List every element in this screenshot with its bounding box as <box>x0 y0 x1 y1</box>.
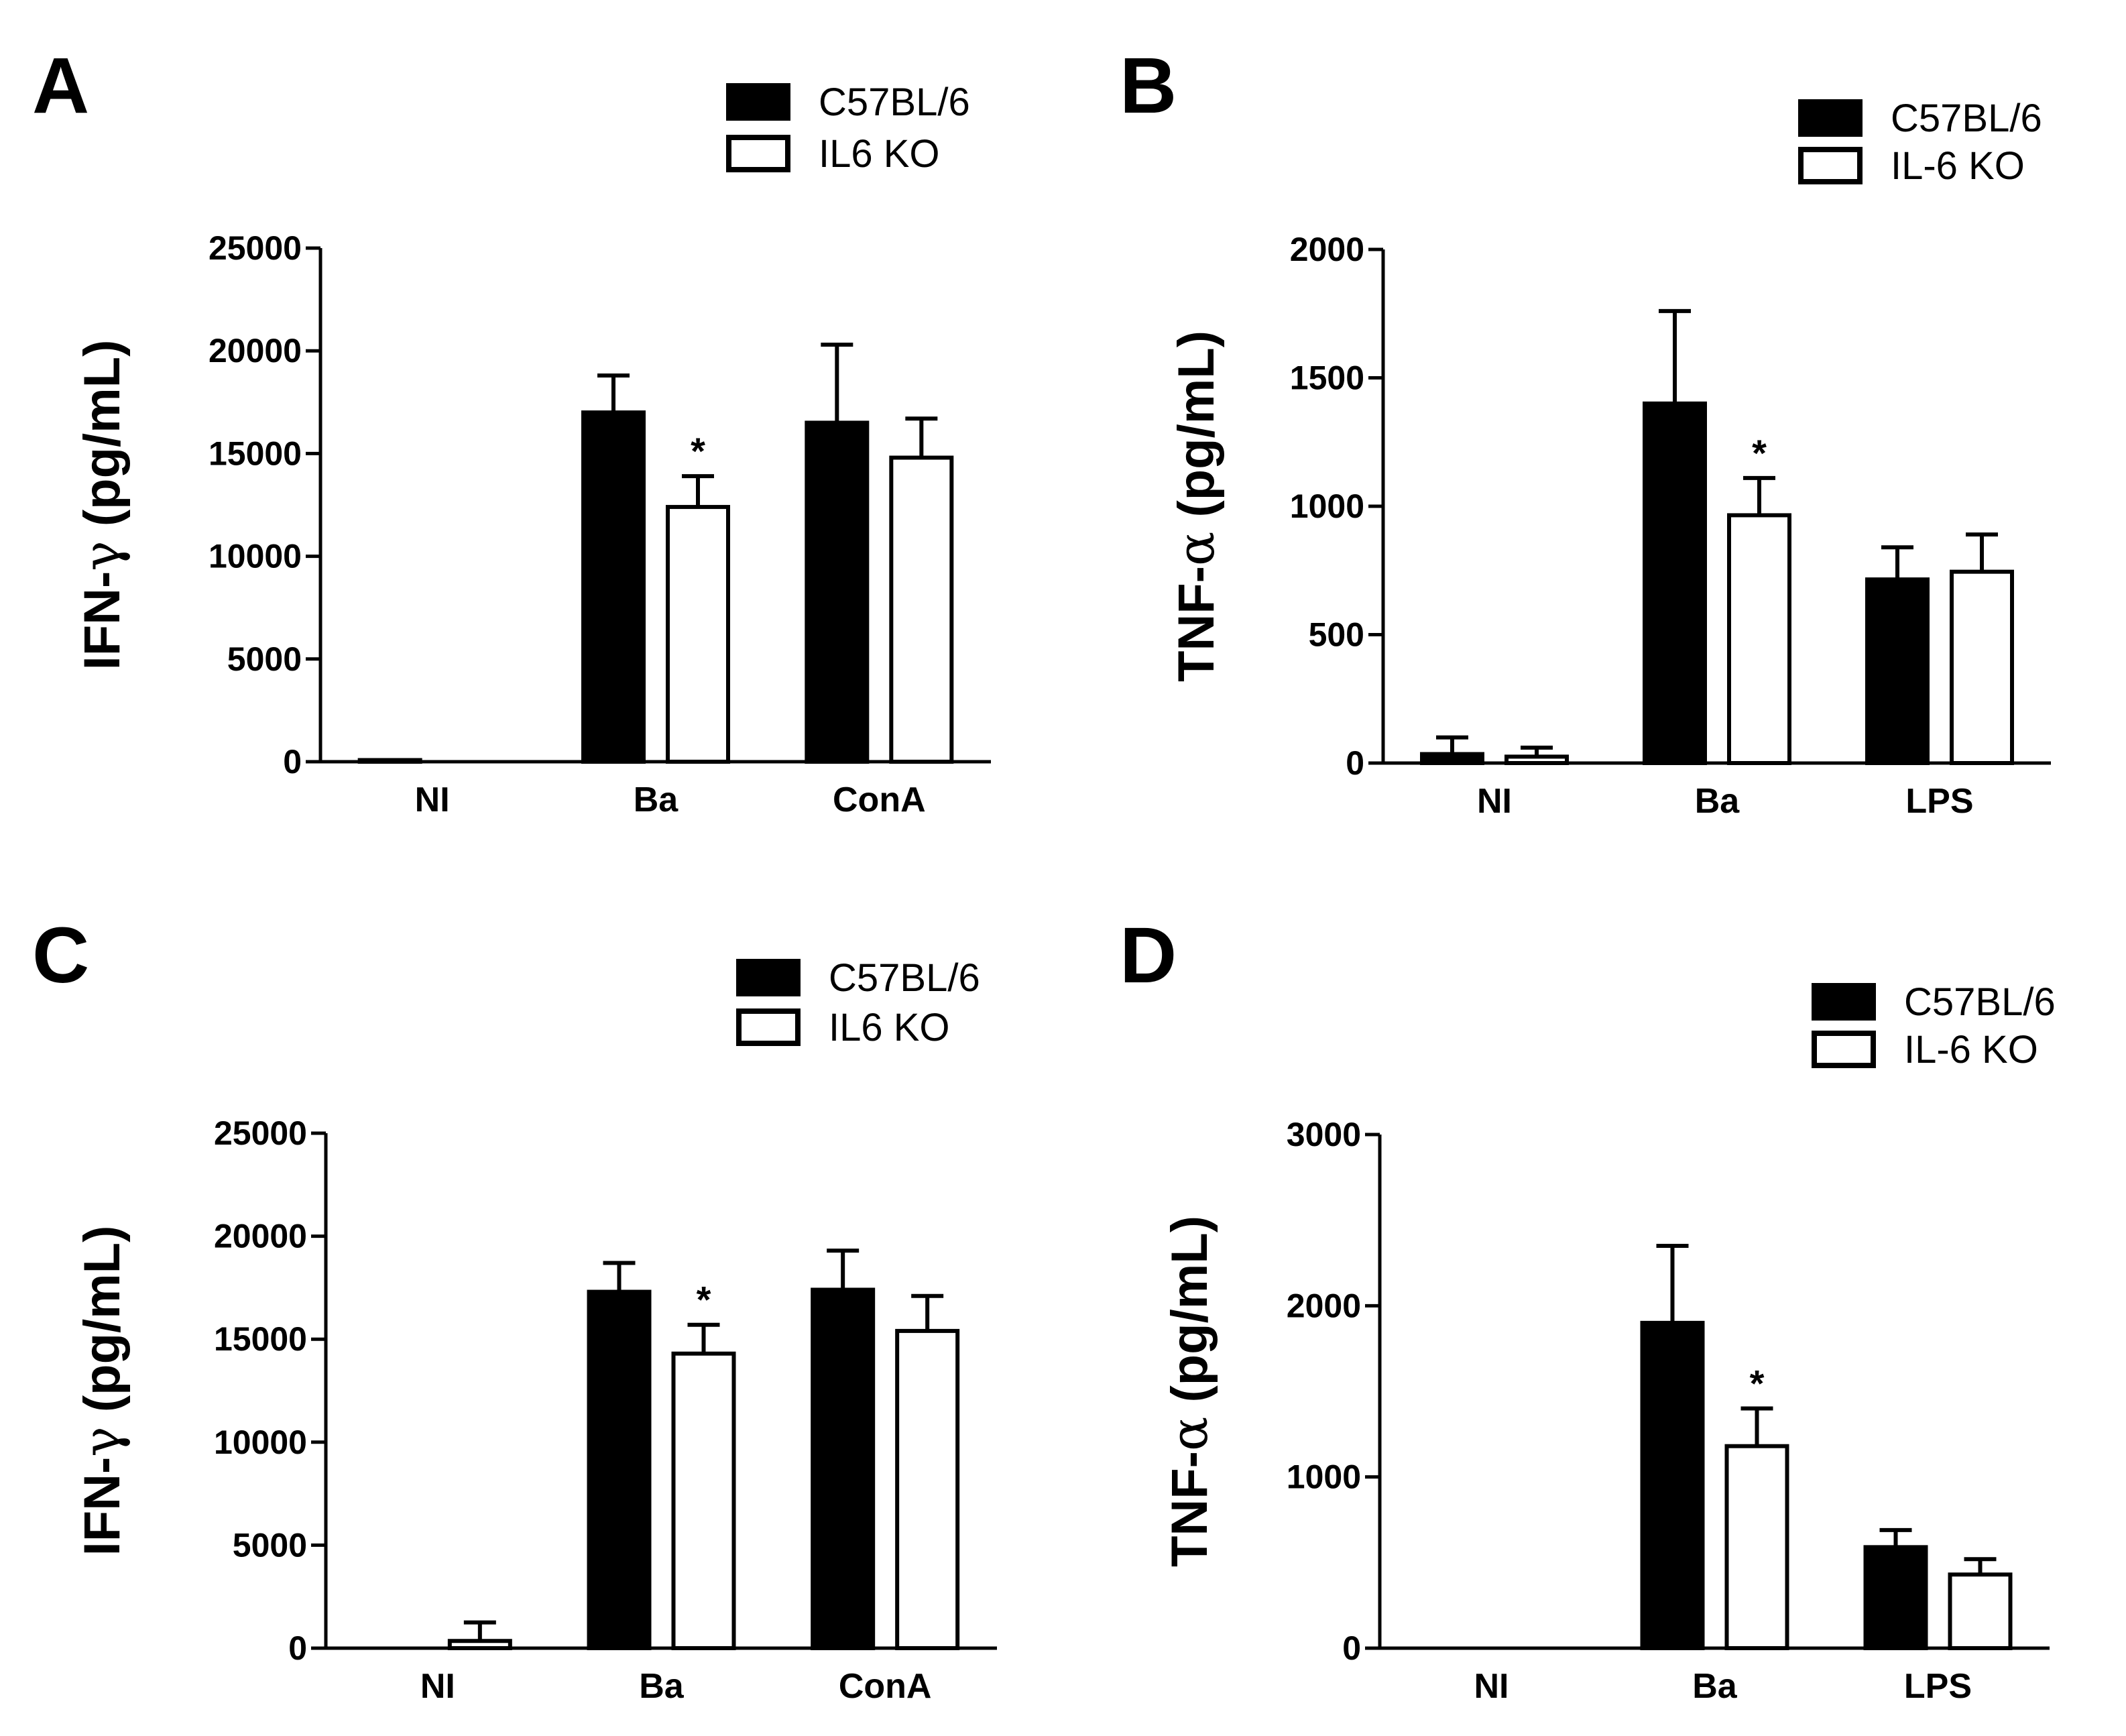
y-tick-label: 2000 <box>1287 1287 1361 1324</box>
y-tick-label: 15000 <box>209 435 302 472</box>
bar-ni-knockout <box>1504 754 1569 766</box>
y-axis-title: IFN-γ (pg/mL) <box>72 1226 131 1556</box>
legend-swatch-wildtype <box>1798 99 1863 137</box>
y-axis-title: TNF-α (pg/mL) <box>1159 1216 1219 1567</box>
bar-lps-knockout <box>1950 569 2014 765</box>
legend-swatch-knockout <box>736 1008 801 1046</box>
y-axis-title-greek: α <box>1159 1417 1219 1451</box>
panel-letter: A <box>32 42 89 130</box>
legend-swatch-wildtype <box>726 83 790 121</box>
y-axis-title-prefix: TNF- <box>1168 566 1225 682</box>
bar-ba-wildtype <box>1640 1320 1705 1651</box>
y-axis-title-suffix: (pg/mL) <box>1161 1216 1218 1417</box>
y-axis-title-prefix: IFN- <box>74 571 131 671</box>
y-tick-label: 0 <box>1342 1629 1361 1667</box>
y-axis-title-prefix: TNF- <box>1161 1451 1218 1567</box>
bar-cona-wildtype <box>805 420 870 764</box>
bar-lps-wildtype <box>1863 1545 1928 1650</box>
y-tick-label: 25000 <box>209 229 302 267</box>
legend-swatch-wildtype <box>1812 983 1876 1021</box>
x-category-label: LPS <box>1904 1667 1972 1706</box>
legend-label: IL-6 KO <box>1891 144 2025 188</box>
x-category-label: LPS <box>1905 782 1973 821</box>
panel-letter: B <box>1120 42 1177 130</box>
y-axis-title: IFN-γ (pg/mL) <box>72 340 131 671</box>
significance-star: * <box>697 1279 711 1321</box>
y-tick-label: 20000 <box>209 332 302 369</box>
bar-ba-knockout <box>671 1351 736 1650</box>
y-tick-label: 10000 <box>214 1424 307 1461</box>
panel-a: A C57BL/6 IL6 KO 0 5000 10000 15000 20000 25000 I… <box>32 42 991 819</box>
y-tick-label: 25000 <box>214 1114 307 1152</box>
x-category-label: Ba <box>1695 782 1740 821</box>
y-axis-title-suffix: (pg/mL) <box>1168 331 1225 532</box>
x-category-label: NI <box>415 780 450 819</box>
y-tick-label: 3000 <box>1287 1116 1361 1153</box>
x-category-label: Ba <box>639 1667 685 1706</box>
legend-label: C57BL/6 <box>829 956 980 1000</box>
y-tick-label: 15000 <box>214 1320 307 1358</box>
y-axis-title-greek: γ <box>72 540 131 571</box>
x-category-label: Ba <box>1692 1667 1738 1706</box>
panel-letter: D <box>1120 911 1177 1000</box>
y-tick-label: 10000 <box>209 538 302 575</box>
bar-cona-wildtype <box>811 1287 876 1651</box>
x-category-label: NI <box>420 1667 455 1706</box>
x-category-label: NI <box>1474 1667 1509 1706</box>
y-axis-title-suffix: (pg/mL) <box>74 340 131 541</box>
bar-cona-knockout <box>889 455 954 764</box>
y-tick-label: 5000 <box>227 640 302 678</box>
bar-lps-wildtype <box>1865 577 1930 766</box>
bar-ba-wildtype <box>1643 401 1707 765</box>
bar-ba-wildtype <box>587 1289 652 1650</box>
legend-swatch-knockout <box>1812 1031 1876 1068</box>
y-tick-label: 0 <box>288 1629 307 1667</box>
y-tick-label: 1000 <box>1290 487 1364 525</box>
legend-label: IL6 KO <box>819 132 940 176</box>
legend-label: C57BL/6 <box>819 80 970 124</box>
y-tick-label: 500 <box>1309 616 1364 654</box>
legend-swatch-knockout <box>726 135 790 172</box>
y-tick-label: 0 <box>283 743 302 780</box>
bar-cona-knockout <box>895 1328 960 1650</box>
y-tick-label: 20000 <box>214 1218 307 1255</box>
y-tick-label: 2000 <box>1290 231 1364 268</box>
significance-star: * <box>1752 432 1767 474</box>
y-axis-title-greek: γ <box>72 1426 131 1456</box>
bar-lps-knockout <box>1948 1572 2013 1651</box>
bar-ni-knockout <box>447 1639 512 1651</box>
bar-ni-wildtype <box>357 758 422 764</box>
panel-b: B C57BL/6IL-6 KO 0 500 1000 1500 2000 TNF-α (pg… <box>1120 42 2051 821</box>
y-tick-label: 1500 <box>1290 359 1364 397</box>
bar-ba-wildtype <box>581 410 646 764</box>
y-axis-title: TNF-α (pg/mL) <box>1166 331 1226 682</box>
x-category-label: NI <box>1477 782 1512 821</box>
y-axis-title-greek: α <box>1166 532 1226 566</box>
significance-star: * <box>691 430 705 472</box>
legend-swatch-knockout <box>1798 147 1863 184</box>
panel-c: C C57BL/6 IL6 KO 0 5000 10000 15000 20000 25000 I… <box>32 911 997 1706</box>
legend-label: C57BL/6 <box>1904 980 2056 1024</box>
y-tick-label: 1000 <box>1287 1458 1361 1496</box>
panel-d: D C57BL/6IL-6 KO 0 1000 2000 3000 TNF-α (pg/mL… <box>1120 911 2056 1706</box>
bar-ba-knockout <box>666 505 730 764</box>
x-category-label: ConA <box>833 780 926 819</box>
panel-letter: C <box>32 911 89 1000</box>
legend-label: IL6 KO <box>829 1006 950 1049</box>
y-tick-label: 0 <box>1346 744 1364 782</box>
x-category-label: Ba <box>634 780 679 819</box>
bar-ni-wildtype <box>1420 752 1484 765</box>
bar-ba-knockout <box>1724 1444 1789 1651</box>
legend-label: C57BL/6 <box>1891 97 2042 140</box>
legend-label: IL-6 KO <box>1904 1028 2038 1072</box>
y-axis-title-suffix: (pg/mL) <box>74 1226 131 1427</box>
y-axis-title-prefix: IFN- <box>74 1457 131 1556</box>
significance-star: * <box>1750 1363 1765 1405</box>
legend-swatch-wildtype <box>736 959 801 996</box>
y-tick-label: 5000 <box>233 1526 307 1564</box>
bar-ba-knockout <box>1727 513 1791 766</box>
x-category-label: ConA <box>839 1667 932 1706</box>
